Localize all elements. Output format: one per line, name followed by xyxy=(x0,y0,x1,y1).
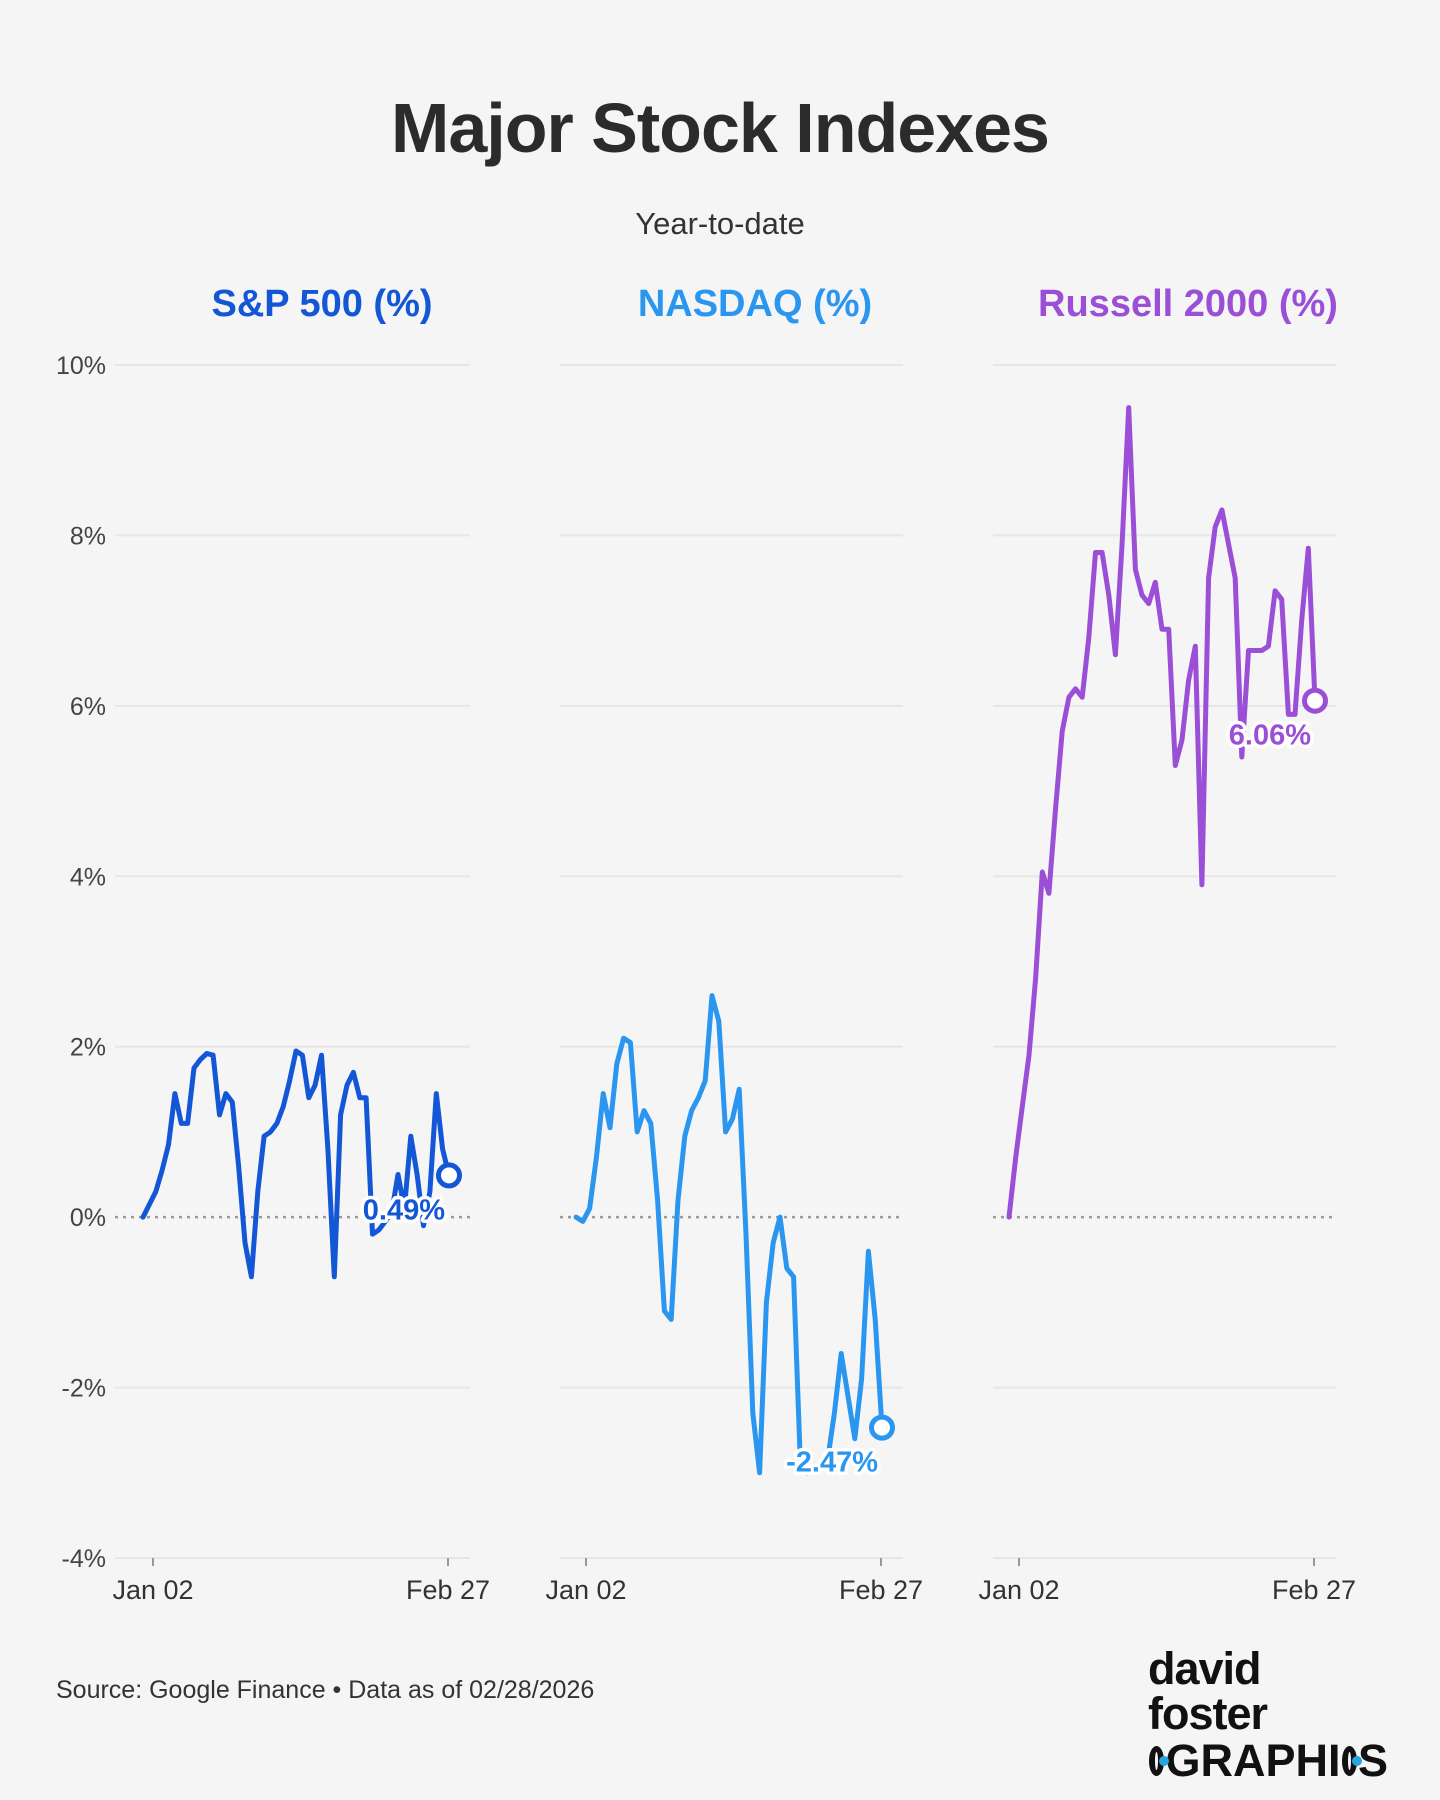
x-tick-label: Jan 02 xyxy=(545,1575,626,1605)
end-value-label: 0.49% xyxy=(363,1194,445,1226)
end-value-label: -2.47% xyxy=(786,1447,878,1479)
y-tick-label: 0% xyxy=(70,1204,106,1232)
brand-graphics-end: S xyxy=(1357,1735,1388,1786)
y-tick-label: -2% xyxy=(62,1375,106,1403)
series-line xyxy=(573,993,885,1476)
x-tick-label: Jan 02 xyxy=(112,1575,193,1605)
brand-logo: david foster GRAPHI S xyxy=(1148,1646,1388,1783)
y-tick-label: -4% xyxy=(62,1545,106,1573)
logo-circle-icon xyxy=(1149,1745,1170,1776)
brand-graphics: GRAPHI S xyxy=(1148,1738,1388,1783)
brand-graphics-text: GRAPHI xyxy=(1165,1735,1341,1786)
panel-title: NASDAQ (%) xyxy=(638,283,872,325)
source-note: Source: Google Finance • Data as of 02/2… xyxy=(56,1676,595,1704)
x-tick-label: Feb 27 xyxy=(406,1575,490,1605)
y-tick-label: 4% xyxy=(70,863,106,891)
chart-title: Major Stock Indexes xyxy=(391,89,1050,167)
brand-name: david foster xyxy=(1148,1643,1268,1739)
y-tick-label: 8% xyxy=(70,522,106,550)
end-point-marker xyxy=(869,1414,895,1441)
y-tick-label: 6% xyxy=(70,693,106,721)
x-tick-label: Feb 27 xyxy=(839,1575,923,1605)
x-tick-label: Feb 27 xyxy=(1272,1575,1356,1605)
end-point-marker xyxy=(1302,687,1328,714)
y-tick-label: 10% xyxy=(56,352,106,380)
y-tick-label: 2% xyxy=(70,1034,106,1062)
chart-subtitle: Year-to-date xyxy=(635,206,805,241)
logo-circle-icon xyxy=(1341,1745,1363,1776)
panel-title: S&P 500 (%) xyxy=(211,283,432,325)
series-line xyxy=(1006,405,1318,1220)
panel-title: Russell 2000 (%) xyxy=(1038,283,1338,325)
x-tick-label: Jan 02 xyxy=(978,1575,1059,1605)
end-value-label: 6.06% xyxy=(1229,720,1311,752)
end-point-marker xyxy=(436,1162,462,1189)
series-line xyxy=(140,1048,452,1280)
